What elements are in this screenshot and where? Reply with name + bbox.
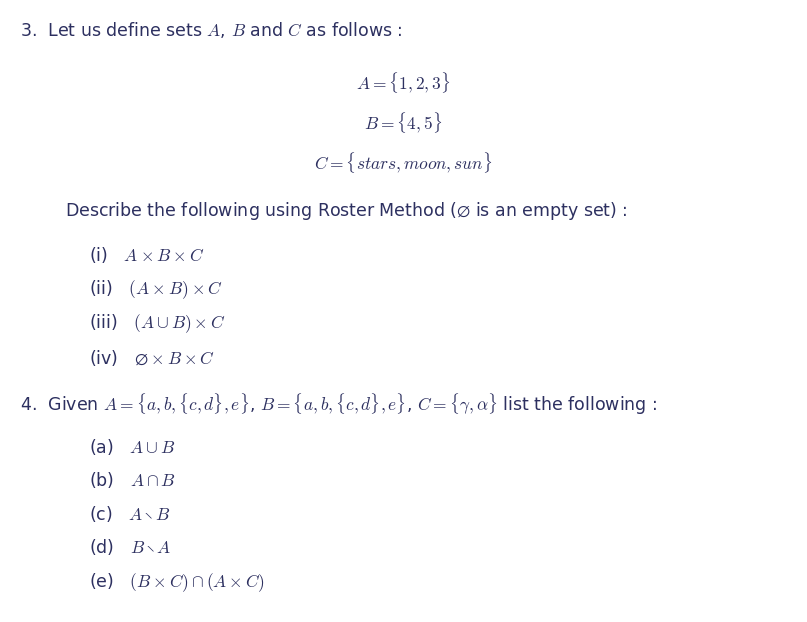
Text: 4.  Given $A = \{a,b,\{c,d\},e\}$, $B = \{a,b,\{c,d\},e\}$, $C = \{\gamma,\alpha: 4. Given $A = \{a,b,\{c,d\},e\}$, $B = \… (20, 392, 658, 417)
Text: Describe the following using Roster Method ($\varnothing$ is an empty set) :: Describe the following using Roster Meth… (65, 200, 627, 222)
Text: (d)   $B \setminus A$: (d) $B \setminus A$ (89, 537, 171, 557)
Text: (e)   $(B \times C) \cap (A \times C)$: (e) $(B \times C) \cap (A \times C)$ (89, 572, 265, 594)
Text: (i)   $A \times B \times C$: (i) $A \times B \times C$ (89, 245, 204, 265)
Text: (iii)   $(A \cup B) \times C$: (iii) $(A \cup B) \times C$ (89, 312, 225, 335)
Text: 3.  Let us define sets $A$, $B$ and $C$ as follows :: 3. Let us define sets $A$, $B$ and $C$ a… (20, 21, 403, 40)
Text: (iv)   $\varnothing \times B \times C$: (iv) $\varnothing \times B \times C$ (89, 348, 215, 368)
Text: (c)   $A \setminus B$: (c) $A \setminus B$ (89, 504, 170, 524)
Text: $B = \{4,5\}$: $B = \{4,5\}$ (365, 110, 442, 135)
Text: (ii)   $(A \times B) \times C$: (ii) $(A \times B) \times C$ (89, 278, 223, 300)
Text: (b)   $A \cap B$: (b) $A \cap B$ (89, 470, 176, 490)
Text: (a)   $A \cup B$: (a) $A \cup B$ (89, 437, 175, 457)
Text: $C = \{\mathit{stars},\mathit{moon},\mathit{sun}\}$: $C = \{\mathit{stars},\mathit{moon},\mat… (314, 150, 493, 175)
Text: $A = \{1,2,3\}$: $A = \{1,2,3\}$ (356, 70, 451, 95)
